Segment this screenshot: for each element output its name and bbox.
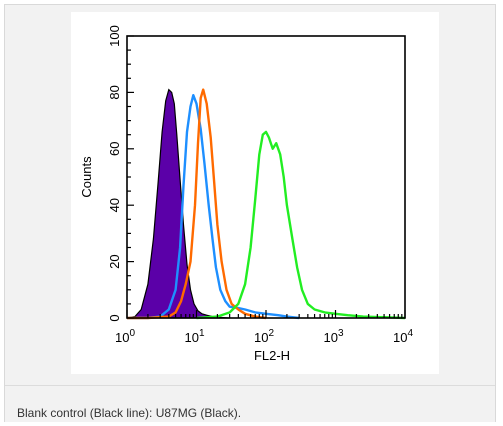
x-tick-label: 102 (254, 328, 274, 345)
series-line-1 (127, 93, 300, 320)
y-tick-label: 100 (107, 25, 122, 47)
chart-panel: 0 20 40 60 80 100 100 101 102 103 104 FL2-H Counts (71, 12, 439, 374)
x-axis-title: FL2-H (254, 348, 290, 363)
figure-caption: Blank control (Black line): U87MG (Black… (17, 406, 242, 420)
series-area-0 (126, 88, 230, 319)
y-tick-label: 0 (107, 314, 122, 321)
series-line-3 (196, 130, 406, 320)
figure-card: 0 20 40 60 80 100 100 101 102 103 104 FL2-H Counts B… (4, 4, 496, 422)
y-tick-label: 60 (107, 142, 122, 156)
y-axis-title: Counts (79, 156, 94, 198)
x-tick-label: 103 (323, 328, 343, 345)
y-tick-label: 20 (107, 254, 122, 268)
x-tick-label: 100 (115, 328, 135, 345)
histogram-chart: 0 20 40 60 80 100 100 101 102 103 104 FL2-H Counts (79, 25, 413, 363)
x-tick-label: 104 (393, 328, 413, 345)
y-tick-label: 80 (107, 85, 122, 99)
caption-bar: Blank control (Black line): U87MG (Black… (5, 385, 495, 422)
y-tick-label: 40 (107, 198, 122, 212)
x-tick-label: 101 (184, 328, 204, 345)
